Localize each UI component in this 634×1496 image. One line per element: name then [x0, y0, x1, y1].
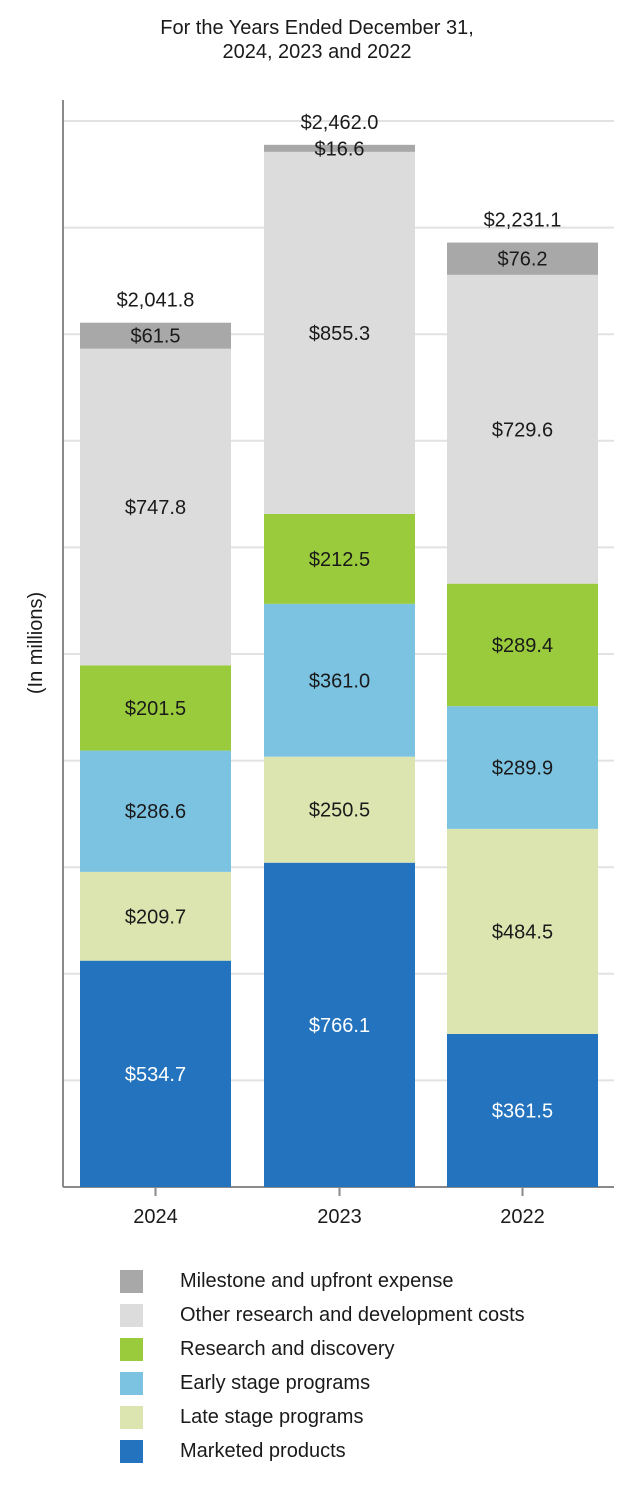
legend-item: Marketed products — [120, 1434, 525, 1468]
bar-segment — [264, 862, 415, 1187]
legend-item: Early stage programs — [120, 1366, 525, 1400]
bar-segment — [447, 242, 598, 275]
bar-segment — [447, 828, 598, 1034]
legend-label: Other research and development costs — [180, 1303, 525, 1326]
total-label: $2,462.0 — [301, 112, 379, 134]
data-label: $766.1 — [309, 1015, 370, 1037]
y-axis-label: (In millions) — [25, 592, 47, 694]
bar-segment — [80, 665, 231, 751]
legend-swatch — [120, 1405, 143, 1429]
x-tick-label: 2024 — [133, 1206, 178, 1228]
data-label: $286.6 — [125, 801, 186, 823]
legend-label: Marketed products — [180, 1439, 346, 1462]
data-label: $747.8 — [125, 497, 186, 519]
stacked-bar-chart: (In millions) $534.7 $209.7 $286.6 $201.5 $74… — [25, 100, 614, 1228]
data-label: $729.6 — [492, 419, 553, 441]
legend-label: Research and discovery — [180, 1337, 395, 1360]
total-label: $2,041.8 — [117, 290, 195, 312]
data-label: $16.6 — [314, 138, 364, 160]
data-label: $289.4 — [492, 635, 553, 657]
legend-item: Research and discovery — [120, 1332, 525, 1366]
legend-label: Early stage programs — [180, 1371, 371, 1394]
legend-swatch — [120, 1439, 143, 1463]
legend-label: Milestone and upfront expense — [180, 1269, 454, 1292]
bar-segment — [264, 756, 415, 863]
chart-title-line-2: 2024, 2023 and 2022 — [222, 41, 412, 63]
x-tick-label: 2023 — [317, 1206, 362, 1228]
chart-legend: Milestone and upfront expense Other resea… — [120, 1264, 525, 1468]
total-label: $2,231.1 — [484, 210, 562, 232]
bar-segment — [264, 603, 415, 757]
legend-item: Milestone and upfront expense — [120, 1264, 525, 1298]
bar-segment — [447, 583, 598, 707]
bar-segment — [264, 144, 415, 152]
x-tick-label: 2022 — [500, 1206, 545, 1228]
data-label: $484.5 — [492, 921, 553, 943]
data-label: $250.5 — [309, 800, 370, 822]
bar-segment — [447, 706, 598, 829]
data-label: $209.7 — [125, 906, 186, 928]
bar-segment — [80, 750, 231, 872]
bar-segment — [264, 513, 415, 604]
data-label: $61.5 — [130, 326, 180, 348]
bar-segment — [447, 274, 598, 584]
data-label: $534.7 — [125, 1064, 186, 1086]
chart-title-line-1: For the Years Ended December 31, — [160, 17, 474, 39]
bar-segment — [80, 348, 231, 666]
bar-segment — [80, 322, 231, 349]
legend-item: Late stage programs — [120, 1400, 525, 1434]
chart-title: For the Years Ended December 31, 2024, 2… — [0, 16, 634, 64]
data-label: $855.3 — [309, 323, 370, 345]
data-label: $361.0 — [309, 670, 370, 692]
legend-swatch — [120, 1269, 143, 1293]
data-label: $76.2 — [497, 249, 547, 271]
legend-label: Late stage programs — [180, 1405, 364, 1428]
legend-swatch — [120, 1303, 143, 1327]
bar-segment — [447, 1033, 598, 1187]
legend-item: Other research and development costs — [120, 1298, 525, 1332]
data-label: $289.9 — [492, 758, 553, 780]
data-label: $361.5 — [492, 1100, 553, 1122]
bar-segment — [264, 151, 415, 514]
legend-swatch — [120, 1337, 143, 1361]
data-label: $201.5 — [125, 698, 186, 720]
data-label: $212.5 — [309, 549, 370, 571]
bar-segment — [80, 871, 231, 961]
bar-segment — [80, 960, 231, 1187]
legend-swatch — [120, 1371, 143, 1395]
